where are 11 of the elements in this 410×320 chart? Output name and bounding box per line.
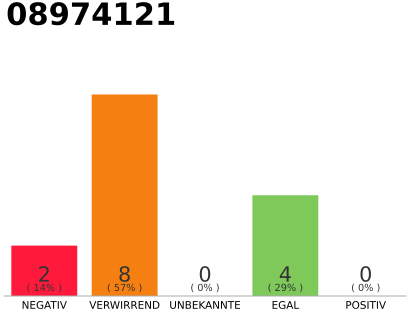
- x-tick-label: NEGATIV: [22, 301, 67, 309]
- data-label: 0 ( 0% ): [352, 266, 380, 292]
- data-label: 2 ( 14% ): [27, 266, 62, 292]
- data-label: 8 ( 57% ): [108, 266, 142, 292]
- x-tick-label: POSITIV: [346, 301, 386, 309]
- x-tick-label: EGAL: [272, 301, 300, 309]
- x-tick-label: UNBEKANNTE: [170, 301, 240, 309]
- data-label: 0 ( 0% ): [191, 266, 219, 292]
- data-label: 4 ( 29% ): [268, 266, 302, 292]
- chart-title: 08974121: [8, 2, 174, 26]
- x-tick-label: VERWIRREND: [89, 301, 160, 309]
